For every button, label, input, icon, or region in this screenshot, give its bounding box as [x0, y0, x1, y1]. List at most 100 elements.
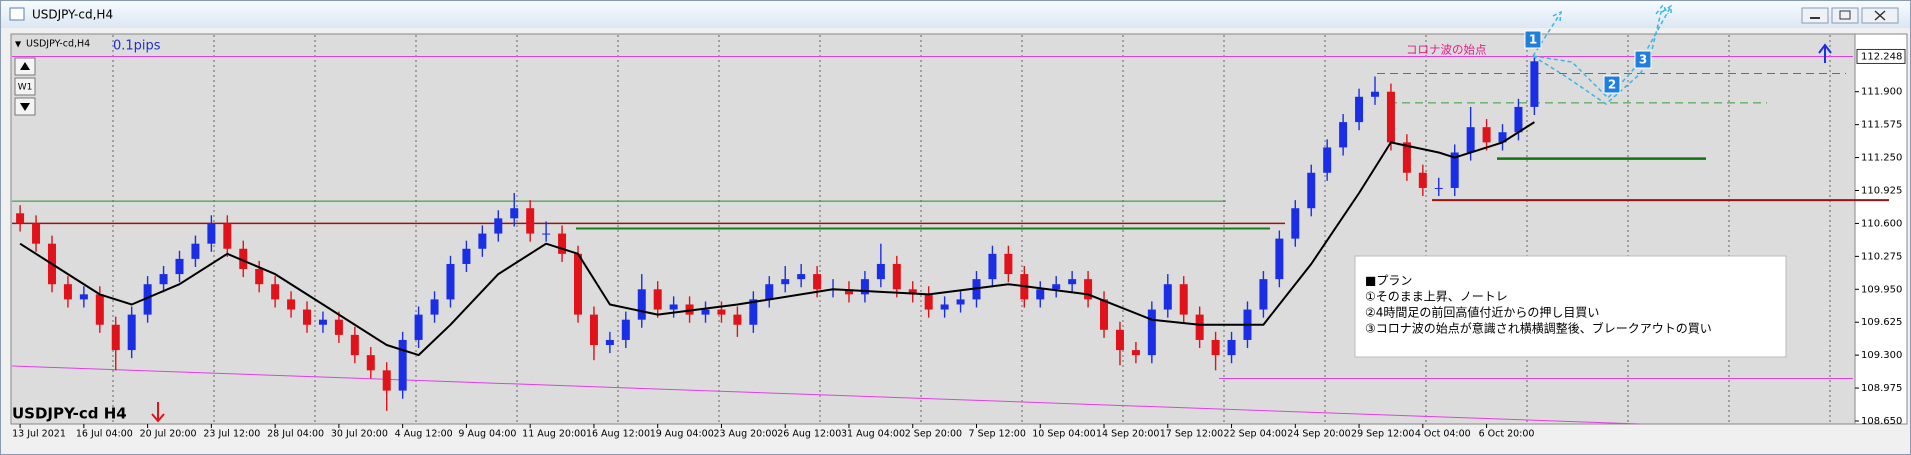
candle-body: [1418, 172, 1427, 188]
candle-body: [701, 309, 710, 315]
x-tick-label: 20 Jul 20:00: [140, 429, 197, 440]
up-arrow: [1818, 43, 1832, 63]
marker-label: 3: [1639, 53, 1647, 67]
candle-body: [494, 218, 503, 234]
plan-line: ①そのまま上昇、ノートレ: [1365, 290, 1508, 304]
restore-button[interactable]: [1831, 7, 1859, 24]
candle-body: [1291, 208, 1300, 239]
candle-body: [1036, 289, 1045, 300]
indicator-line: [19, 121, 1535, 357]
x-tick-label: 10 Sep 04:00: [1032, 429, 1095, 440]
candle-body: [1371, 91, 1379, 97]
candle-body: [1355, 96, 1364, 123]
y-tick-label: 108.650: [1861, 416, 1902, 427]
candle-body: [1052, 284, 1061, 290]
x-tick-label: 4 Aug 12:00: [395, 429, 453, 440]
candle-body: [1450, 152, 1459, 188]
candle-body: [111, 324, 120, 351]
candle-body: [908, 289, 917, 295]
candle-body: [16, 213, 25, 224]
trend-line: [11, 365, 1641, 425]
x-tick-label: 19 Aug 04:00: [650, 429, 714, 440]
candle-body: [940, 304, 949, 310]
plan-line: ②4時間足の前回高値付近からの押し目買い: [1365, 305, 1599, 320]
candle-body: [1514, 106, 1523, 133]
candle-body: [653, 289, 662, 310]
y-tick-label: 111.900: [1861, 87, 1902, 98]
candle-body: [526, 208, 535, 234]
candle-body: [1339, 122, 1348, 148]
marker: [1524, 30, 1542, 49]
candle-body: [207, 223, 216, 244]
candle-body: [685, 304, 694, 315]
x-tick-label: 23 Jul 12:00: [203, 429, 260, 440]
candle-body: [1147, 309, 1156, 356]
candle-body: [669, 304, 678, 310]
candle-body: [414, 314, 423, 340]
menu-arrow[interactable]: ▼: [15, 40, 22, 49]
candle-body: [1211, 339, 1220, 356]
candle-body: [366, 355, 375, 371]
candle-body: [1163, 284, 1172, 310]
candle-body: [1482, 127, 1491, 143]
down-icon: [20, 103, 30, 111]
candle-body: [287, 299, 296, 310]
candle-body: [175, 258, 184, 275]
candle-body: [605, 339, 614, 346]
candle-body: [159, 274, 168, 285]
x-tick-label: 4 Oct 04:00: [1415, 429, 1471, 440]
candle-body: [749, 299, 758, 325]
x-tick-label: 13 Jul 2021: [12, 429, 66, 440]
candle-body: [717, 309, 726, 315]
candle-body: [1131, 350, 1140, 356]
up-icon: [20, 62, 30, 70]
candle-body: [860, 279, 869, 295]
projection-3: [1532, 3, 1669, 105]
candle-body: [589, 314, 598, 346]
marker: [1634, 50, 1652, 69]
candle-body: [318, 319, 327, 325]
candle-body: [1004, 253, 1013, 275]
period-button[interactable]: [14, 77, 36, 96]
candle-body: [924, 294, 933, 310]
candle-body: [733, 314, 742, 325]
candle-body: [398, 339, 407, 391]
x-tick-label: 31 Aug 04:00: [841, 429, 905, 440]
candle-body: [1466, 127, 1475, 153]
candle-body: [1386, 91, 1395, 143]
y-tick-label: 109.625: [1861, 317, 1902, 328]
projection-1: [1532, 10, 1562, 57]
candle-body: [1275, 238, 1284, 280]
candle-body: [143, 284, 152, 315]
close-icon: [1874, 10, 1886, 21]
candle-body: [1498, 132, 1507, 143]
symbol-label: USDJPY-cd,H4: [26, 39, 90, 50]
chart-title: USDJPY-cd H4: [12, 405, 127, 423]
x-tick-label: 17 Sep 12:00: [1160, 429, 1223, 440]
marker-label: 1: [1529, 33, 1537, 47]
candle-body: [32, 223, 41, 244]
minimize-button[interactable]: [1801, 7, 1829, 24]
candle-body: [1434, 187, 1443, 189]
y-tick-label: 110.275: [1861, 251, 1902, 262]
candle-body: [223, 223, 232, 249]
x-tick-label: 22 Sep 04:00: [1224, 429, 1287, 440]
candle-body: [621, 319, 630, 340]
candle-body: [303, 309, 312, 325]
x-tick-label: 16 Jul 04:00: [76, 429, 133, 440]
marker: [1603, 75, 1621, 94]
candle-body: [797, 274, 806, 280]
last-price-label: 112.248: [1861, 51, 1902, 62]
candle-body: [79, 294, 88, 300]
candle-body: [63, 284, 72, 300]
candle-body: [1068, 279, 1077, 285]
y-tick-label: 109.950: [1861, 284, 1902, 295]
candle-body: [95, 294, 104, 325]
candle-body: [813, 274, 822, 290]
candle-body: [478, 233, 487, 249]
candle-body: [637, 289, 646, 320]
window-buttons[interactable]: [1801, 7, 1899, 24]
candle-body: [382, 370, 391, 391]
price-axis: [1854, 33, 1908, 425]
x-tick-label: 11 Aug 20:00: [522, 429, 586, 440]
